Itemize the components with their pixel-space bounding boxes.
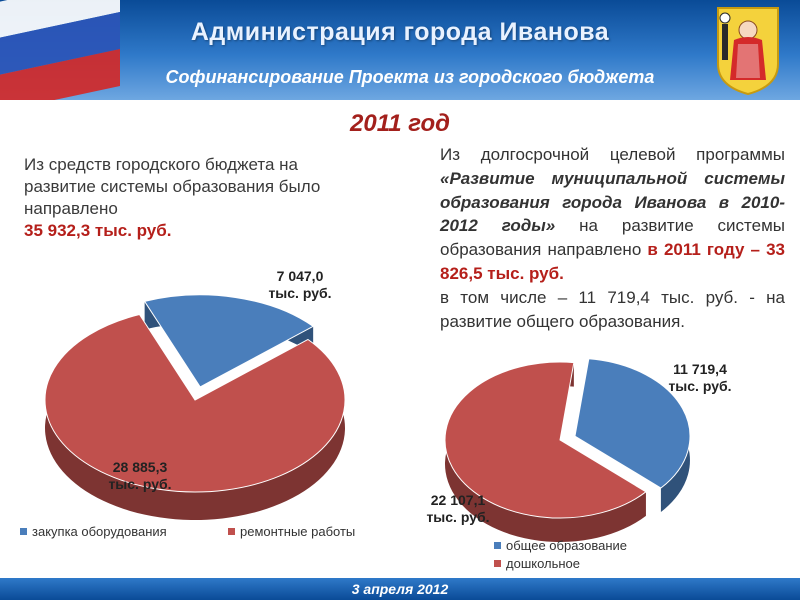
pie0-slice-1: [44, 313, 346, 493]
pie0-legend-swatch-0: [20, 528, 27, 535]
pie0-data-label-1: 28 885,3 тыс. руб.: [108, 459, 171, 492]
page-subtitle: Софинансирование Проекта из городского б…: [165, 67, 655, 87]
pie1-slice-0: [574, 358, 691, 489]
pie1-legend-label-1: дошкольное: [506, 556, 580, 571]
left-amount: 35 932,3 тыс. руб.: [24, 221, 172, 241]
pie0-legend-label-0: закупка оборудования: [32, 524, 167, 539]
page-title: Администрация города Иванова: [190, 18, 610, 46]
pie1-legend-label-0: общее образование: [506, 538, 627, 553]
year-heading: 2011 год: [350, 110, 450, 137]
left-description-text: Из средств городского бюджета на развити…: [24, 155, 321, 219]
footer-date: 3 апреля 2012: [0, 578, 800, 600]
right-text-part2: на развитие системы образования направле…: [440, 216, 785, 260]
pie1-slice-1: [444, 361, 647, 519]
pie1-data-label-0: 11 719,4 тыс. руб.: [668, 361, 731, 394]
left-description: Из средств городского бюджета на развити…: [24, 154, 364, 242]
city-emblem-icon: [717, 7, 779, 96]
pie0-data-label-0: 7 047,0 тыс. руб.: [268, 268, 331, 301]
pie1-legend-swatch-0: [494, 542, 501, 549]
pie1-legend-swatch-1: [494, 560, 501, 567]
header-banner: Администрация города Иванова Софинансиро…: [0, 0, 800, 100]
right-description: Из долгосрочной целевой программы «Разви…: [440, 143, 785, 333]
right-text-part3: в том числе – 11 719,4 тыс. руб. - на ра…: [440, 287, 785, 331]
pie1-data-label-1: 22 107,1 тыс. руб.: [426, 492, 489, 525]
right-amount: в 2011 году – 33 826,5 тыс. руб.: [440, 240, 785, 283]
program-name: «Развитие муниципальной системы образова…: [440, 168, 785, 236]
pie0-slice-0: [143, 294, 315, 388]
pie0-legend-swatch-1: [228, 528, 235, 535]
right-text-part1: Из долгосрочной целевой программы: [440, 145, 785, 164]
pie0-legend-label-1: ремонтные работы: [240, 524, 355, 539]
pie1-slice-side-1: [444, 361, 646, 542]
